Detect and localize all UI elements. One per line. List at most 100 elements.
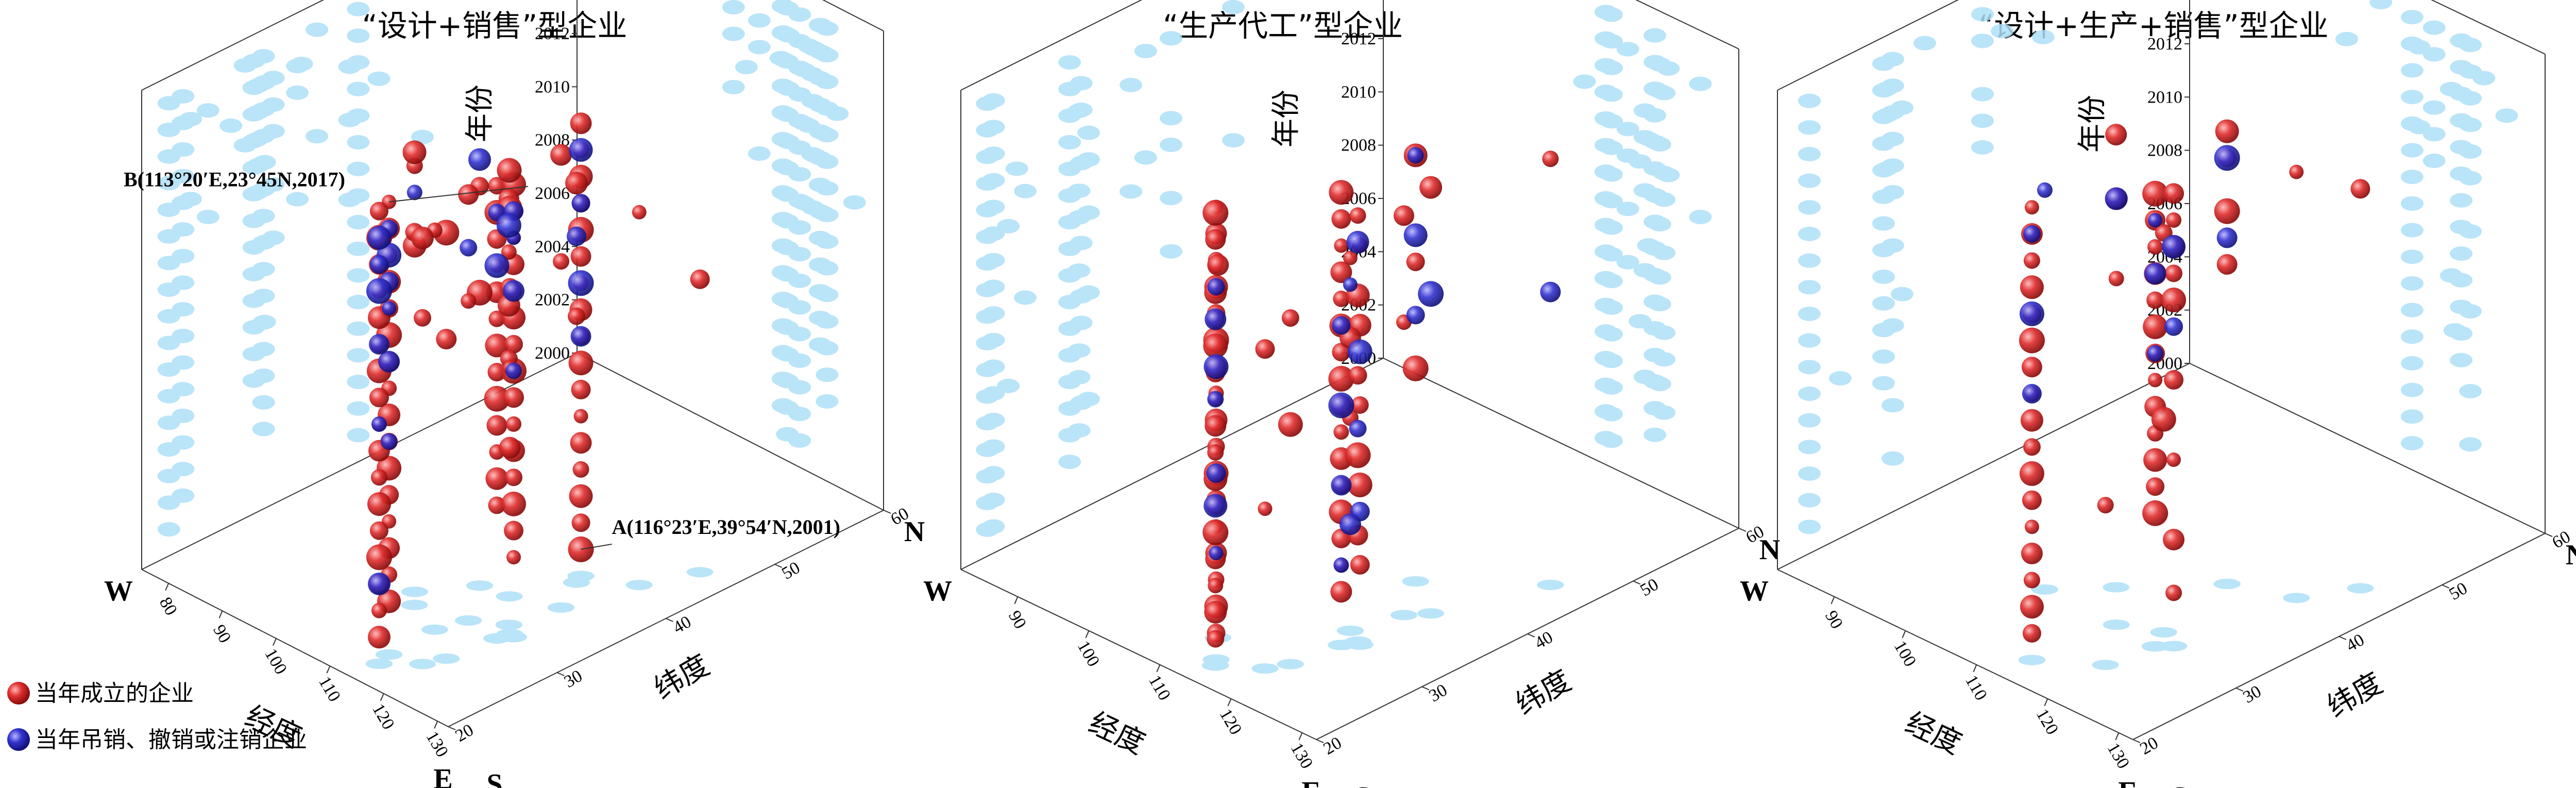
projection-mark	[338, 192, 361, 207]
established-point	[1393, 205, 1414, 226]
projection-mark	[1798, 227, 1821, 241]
established-point	[501, 491, 526, 516]
established-point	[2163, 529, 2185, 551]
projection-mark	[2400, 356, 2424, 371]
legend-established-label: 当年成立的企业	[35, 680, 194, 707]
established-point	[371, 602, 387, 618]
projection-mark	[245, 185, 268, 200]
projection-mark	[1643, 401, 1667, 416]
y-tick-mark	[1633, 580, 1641, 585]
projection-mark	[2459, 144, 2482, 159]
north-label: N	[1759, 534, 1780, 566]
projection-mark	[982, 439, 1005, 454]
east-label: E	[1301, 776, 1320, 788]
projection-mark	[1872, 270, 1895, 284]
established-point	[1207, 630, 1225, 648]
projection-mark	[1600, 34, 1623, 49]
x-axis-title: 经度	[1083, 706, 1150, 761]
west-label: W	[104, 575, 133, 607]
revoked-point	[2105, 187, 2128, 210]
x-tick-mark	[1227, 698, 1232, 707]
projection-mark	[347, 321, 370, 336]
established-point	[1205, 415, 1227, 437]
projection-mark	[1120, 77, 1143, 92]
projection-mark	[816, 128, 839, 143]
y-axis-title: 纬度	[649, 648, 715, 706]
projection-mark	[2459, 224, 2482, 239]
projection-mark	[2103, 619, 2130, 630]
projection-mark	[1600, 247, 1623, 262]
north-label: N	[904, 516, 925, 548]
z-axis-title: 年份	[2076, 95, 2109, 153]
projection-mark	[157, 176, 180, 191]
revoked-point	[1209, 546, 1224, 561]
projection-mark	[306, 22, 329, 37]
projection-mark	[157, 96, 180, 111]
projection-mark	[2400, 143, 2424, 158]
projection-mark	[1971, 140, 1994, 155]
projection-mark	[196, 103, 219, 118]
projection-mark	[776, 134, 799, 149]
established-point	[2147, 239, 2163, 255]
projection-mark	[157, 229, 180, 244]
y-tick-mark	[556, 672, 565, 676]
established-point	[413, 309, 431, 327]
z-tick-label: 2014	[2147, 0, 2182, 1]
axis-edge	[1777, 569, 2133, 740]
revoked-point	[1204, 354, 1229, 379]
y-tick-label: 50	[778, 558, 803, 583]
projection-mark	[252, 49, 275, 64]
projection-mark	[2400, 435, 2424, 450]
projection-mark	[1875, 161, 1898, 176]
established-point	[1419, 176, 1443, 199]
projection-mark	[1058, 188, 1081, 203]
projection-mark	[421, 624, 448, 635]
revoked-point	[2164, 317, 2183, 336]
projection-mark	[411, 129, 434, 144]
axis-edge	[2189, 363, 2546, 534]
established-point	[1281, 309, 1299, 327]
projection-mark	[347, 2, 370, 16]
projection-mark	[286, 85, 309, 100]
established-point	[1343, 250, 1358, 265]
projection-mark	[252, 235, 275, 250]
projection-mark	[1882, 318, 1904, 333]
projection-mark	[788, 327, 811, 342]
projection-mark	[1798, 387, 1821, 401]
projection-mark	[466, 580, 493, 591]
projection-mark	[2400, 382, 2424, 397]
projection-mark	[776, 374, 799, 389]
axis-edge	[141, 569, 449, 727]
y-tick-label: 20	[452, 720, 477, 746]
projection-mark	[2018, 655, 2045, 665]
projection-mark	[1798, 440, 1821, 455]
projection-mark	[1134, 150, 1157, 165]
projection-mark	[2472, 71, 2496, 86]
projection-mark	[2283, 593, 2310, 603]
projection-mark	[157, 495, 180, 510]
established-point	[1345, 442, 1371, 468]
established-point	[2143, 448, 2167, 472]
projection-mark	[1159, 138, 1182, 153]
projection-mark	[338, 112, 361, 127]
projection-mark	[976, 496, 999, 511]
established-point	[503, 387, 524, 408]
revoked-point	[1206, 463, 1226, 483]
projection-mark	[2422, 100, 2446, 115]
revoked-point	[1207, 278, 1225, 296]
x-tick-label: 110	[1961, 672, 1991, 704]
established-point	[2216, 254, 2238, 275]
y-tick-label: 30	[1426, 680, 1451, 706]
established-point	[488, 310, 505, 327]
x-tick-label: 110	[1145, 672, 1174, 704]
projection-mark	[1159, 111, 1182, 126]
established-point	[2097, 497, 2114, 514]
established-point	[2023, 438, 2041, 456]
projection-mark	[1573, 74, 1596, 89]
south-label: S	[1354, 781, 1370, 788]
projection-mark	[1875, 81, 1898, 96]
projection-mark	[2450, 113, 2473, 128]
projection-mark	[816, 394, 839, 409]
projection-mark	[2459, 304, 2482, 319]
established-point	[1330, 261, 1352, 283]
